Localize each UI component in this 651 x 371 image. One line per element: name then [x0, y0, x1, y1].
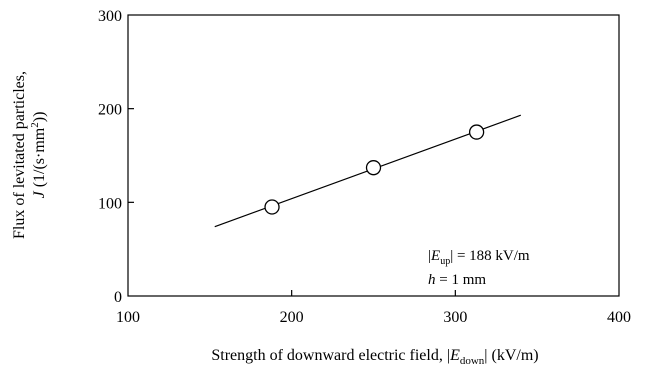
x-tick-label: 100 — [116, 309, 140, 326]
y-tick-label: 100 — [98, 195, 122, 212]
data-point — [468, 124, 485, 140]
x-tick-label: 200 — [280, 309, 304, 326]
plot-frame — [127, 14, 620, 297]
x-tick-label: 300 — [443, 309, 467, 326]
y-tick-label: 200 — [98, 102, 122, 119]
data-point — [365, 160, 382, 176]
annotation-h: h = 1 mm — [428, 272, 486, 288]
y-axis-label-line2: J (1/(s·mm2)) — [29, 112, 48, 199]
annotation-e-up: |Eup| = 188 kV/m — [428, 248, 530, 267]
y-tick-label: 0 — [114, 289, 122, 306]
data-point — [264, 199, 280, 215]
ticks: 100 200 300 400 0 100 200 300 — [98, 8, 631, 326]
y-tick-label: 300 — [98, 8, 122, 25]
x-axis-label: Strength of downward electric field, |Ed… — [211, 347, 538, 367]
x-tick-label: 400 — [607, 309, 631, 326]
y-axis-label-line1: Flux of levitated particles, — [11, 71, 28, 239]
data-marks — [214, 114, 522, 228]
